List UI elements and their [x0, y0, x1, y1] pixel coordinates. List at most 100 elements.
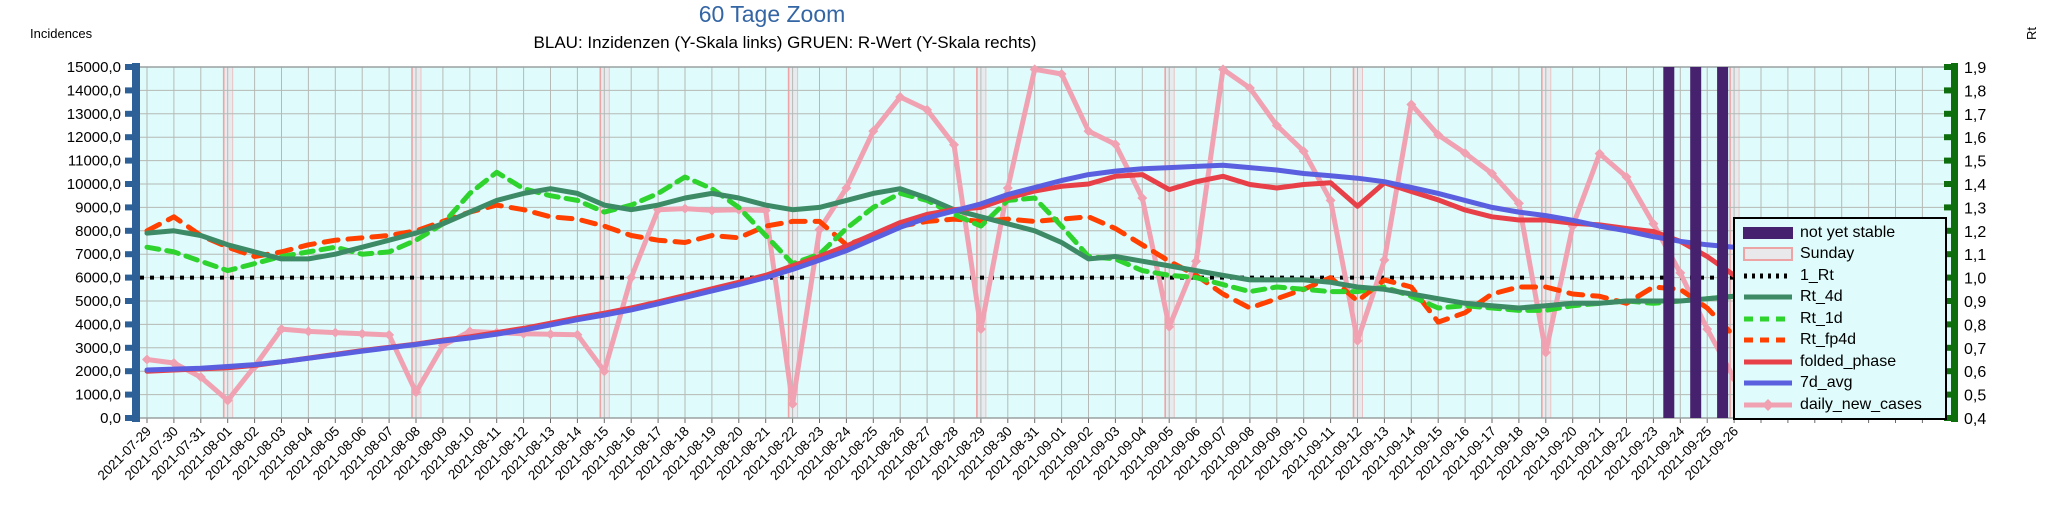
legend-item-not-yet-stable: not yet stable — [1735, 223, 1945, 243]
series-marker-daily_new_cases — [1460, 148, 1471, 159]
right-axis-tick-label: 1,6 — [1964, 130, 1986, 147]
legend-swatch-icon — [1744, 294, 1792, 300]
legend-swatch-icon — [1744, 316, 1792, 321]
legend-item-label: 7d_avg — [1800, 374, 1853, 391]
left-axis-tick-label: 11000,0 — [68, 153, 121, 170]
right-axis-tick-label: 1,5 — [1964, 154, 1986, 171]
right-axis-tick — [1944, 415, 1951, 421]
left-axis-tick — [125, 87, 132, 94]
left-axis-tick — [125, 344, 132, 351]
series-line-daily_new_cases — [144, 66, 1737, 407]
right-axis-tick — [1944, 204, 1951, 211]
left-axis-tick-label: 3000,0 — [75, 340, 121, 357]
chart-legend: not yet stable Sunday 1_Rt Rt_4d Rt_1d Rt_fp4… — [1733, 217, 1947, 420]
legend-swatch-icon — [1744, 380, 1792, 386]
series-marker-daily_new_cases — [1540, 347, 1551, 358]
left-axis-title: Incidences — [30, 26, 93, 41]
right-axis-tick-label: 1,8 — [1964, 83, 1986, 100]
legend-item-rt-fp4d: Rt_fp4d — [1735, 330, 1945, 350]
series-marker-daily_new_cases — [276, 324, 287, 335]
legend-item-label: Rt_1d — [1800, 309, 1843, 327]
right-axis-tick — [1944, 157, 1951, 164]
series-marker-daily_new_cases — [1244, 83, 1255, 94]
series-marker-daily_new_cases — [975, 324, 986, 335]
left-axis-tick — [125, 321, 132, 328]
series-marker-daily_new_cases — [1271, 120, 1282, 131]
left-axis-tick — [125, 204, 132, 211]
legend-item-label: Rt_fp4d — [1800, 331, 1857, 348]
series-marker-daily_new_cases — [1191, 256, 1202, 267]
legend-item-7d-avg: 7d_avg — [1735, 373, 1945, 393]
legend-swatch-icon — [1744, 337, 1792, 343]
series-marker-daily_new_cases — [168, 358, 179, 369]
series-marker-daily_new_cases — [787, 398, 798, 409]
right-axis-tick-label: 0,4 — [1964, 411, 1986, 428]
right-axis-tick-label: 1,3 — [1964, 200, 1986, 217]
right-axis-bar — [1951, 63, 1958, 422]
series-marker-daily_new_cases — [545, 329, 556, 340]
left-axis-tick-label: 0,0 — [100, 410, 121, 427]
left-axis-tick-label: 14000,0 — [67, 82, 121, 99]
series-marker-daily_new_cases — [1298, 146, 1309, 157]
left-axis-tick-label: 4000,0 — [75, 316, 121, 333]
right-axis-tick — [1944, 368, 1951, 375]
right-axis-tick — [1944, 321, 1951, 328]
series-marker-daily_new_cases — [949, 139, 959, 150]
series-marker-daily_new_cases — [1218, 64, 1228, 75]
series-marker-daily_new_cases — [626, 272, 637, 283]
series-marker-daily_new_cases — [384, 329, 395, 340]
chart-subtitle: BLAU: Inzidenzen (Y-Skala links) GRUEN: … — [533, 33, 1037, 52]
series-marker-daily_new_cases — [1433, 129, 1444, 140]
series-marker-daily_new_cases — [1029, 64, 1040, 75]
legend-item-folded-phase: folded_phase — [1735, 352, 1945, 372]
left-axis-tick — [125, 157, 132, 164]
left-axis-tick — [125, 274, 132, 281]
legend-item-label: folded_phase — [1800, 352, 1897, 370]
right-axis-title: Rt — [2024, 27, 2039, 40]
right-axis-tick-label: 0,8 — [1964, 317, 1986, 334]
series-marker-daily_new_cases — [1675, 267, 1686, 278]
series-marker-daily_new_cases — [814, 224, 825, 235]
right-axis-tick-label: 1,2 — [1964, 224, 1986, 241]
series-marker-daily_new_cases — [1621, 171, 1632, 182]
left-axis-tick — [125, 251, 132, 258]
right-axis-tick-label: 1,7 — [1964, 107, 1986, 124]
not-yet-stable-bar — [1717, 67, 1729, 418]
left-axis-tick — [125, 134, 132, 141]
chart-title: 60 Tage Zoom — [698, 1, 846, 27]
left-axis-tick-label: 1000,0 — [75, 387, 121, 404]
series-marker-daily_new_cases — [1110, 139, 1121, 150]
legend-swatch-icon — [1744, 398, 1792, 411]
series-marker-daily_new_cases — [599, 366, 610, 377]
left-axis-tick-label: 6000,0 — [75, 270, 121, 287]
left-axis-tick-label: 9000,0 — [75, 199, 121, 216]
left-axis-tick — [125, 298, 132, 304]
legend-swatch-icon — [1744, 359, 1792, 364]
series-marker-daily_new_cases — [142, 354, 152, 365]
left-axis-tick-label: 12000,0 — [67, 129, 121, 146]
series-marker-daily_new_cases — [841, 182, 852, 193]
not-yet-stable-bar — [1663, 67, 1675, 418]
series-marker-daily_new_cases — [303, 326, 314, 337]
right-axis-tick — [1944, 391, 1951, 398]
right-axis-tick-label: 1,9 — [1964, 60, 1986, 77]
series-marker-daily_new_cases — [1002, 182, 1013, 193]
series-marker-daily_new_cases — [922, 104, 933, 115]
series-marker-daily_new_cases — [1352, 335, 1363, 346]
right-axis-tick — [1944, 134, 1951, 141]
legend-item-label: 1_Rt — [1800, 266, 1834, 284]
legend-swatch-icon — [1743, 247, 1793, 261]
legend-item-sunday: Sunday — [1735, 244, 1945, 264]
series-line-7d_avg — [144, 162, 1737, 373]
right-axis-tick — [1944, 227, 1951, 234]
right-axis-tick — [1944, 110, 1951, 117]
series-marker-daily_new_cases — [706, 205, 717, 216]
legend-swatch-icon — [1743, 226, 1793, 239]
left-axis-tick — [125, 227, 132, 234]
right-axis-tick-label: 0,5 — [1964, 388, 1986, 405]
series-marker-daily_new_cases — [680, 203, 690, 214]
left-axis-tick — [125, 181, 132, 187]
series-marker-daily_new_cases — [1056, 69, 1067, 80]
left-axis-tick — [125, 391, 132, 398]
